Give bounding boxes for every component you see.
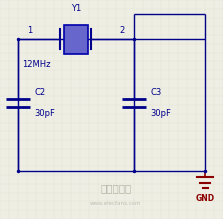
Text: C2: C2 (35, 88, 46, 97)
Text: 30pF: 30pF (35, 109, 56, 118)
Bar (64, 25, 88, 54)
Text: www.elecfans.com: www.elecfans.com (90, 201, 142, 206)
Text: 30pF: 30pF (151, 109, 171, 118)
Text: 1: 1 (27, 26, 32, 35)
Text: C3: C3 (151, 88, 162, 97)
Text: Y1: Y1 (71, 4, 81, 13)
Text: 12MHz: 12MHz (22, 60, 51, 69)
Text: 电子发烧友: 电子发烧友 (100, 183, 132, 193)
Text: 2: 2 (120, 26, 125, 35)
Text: GND: GND (196, 194, 215, 203)
